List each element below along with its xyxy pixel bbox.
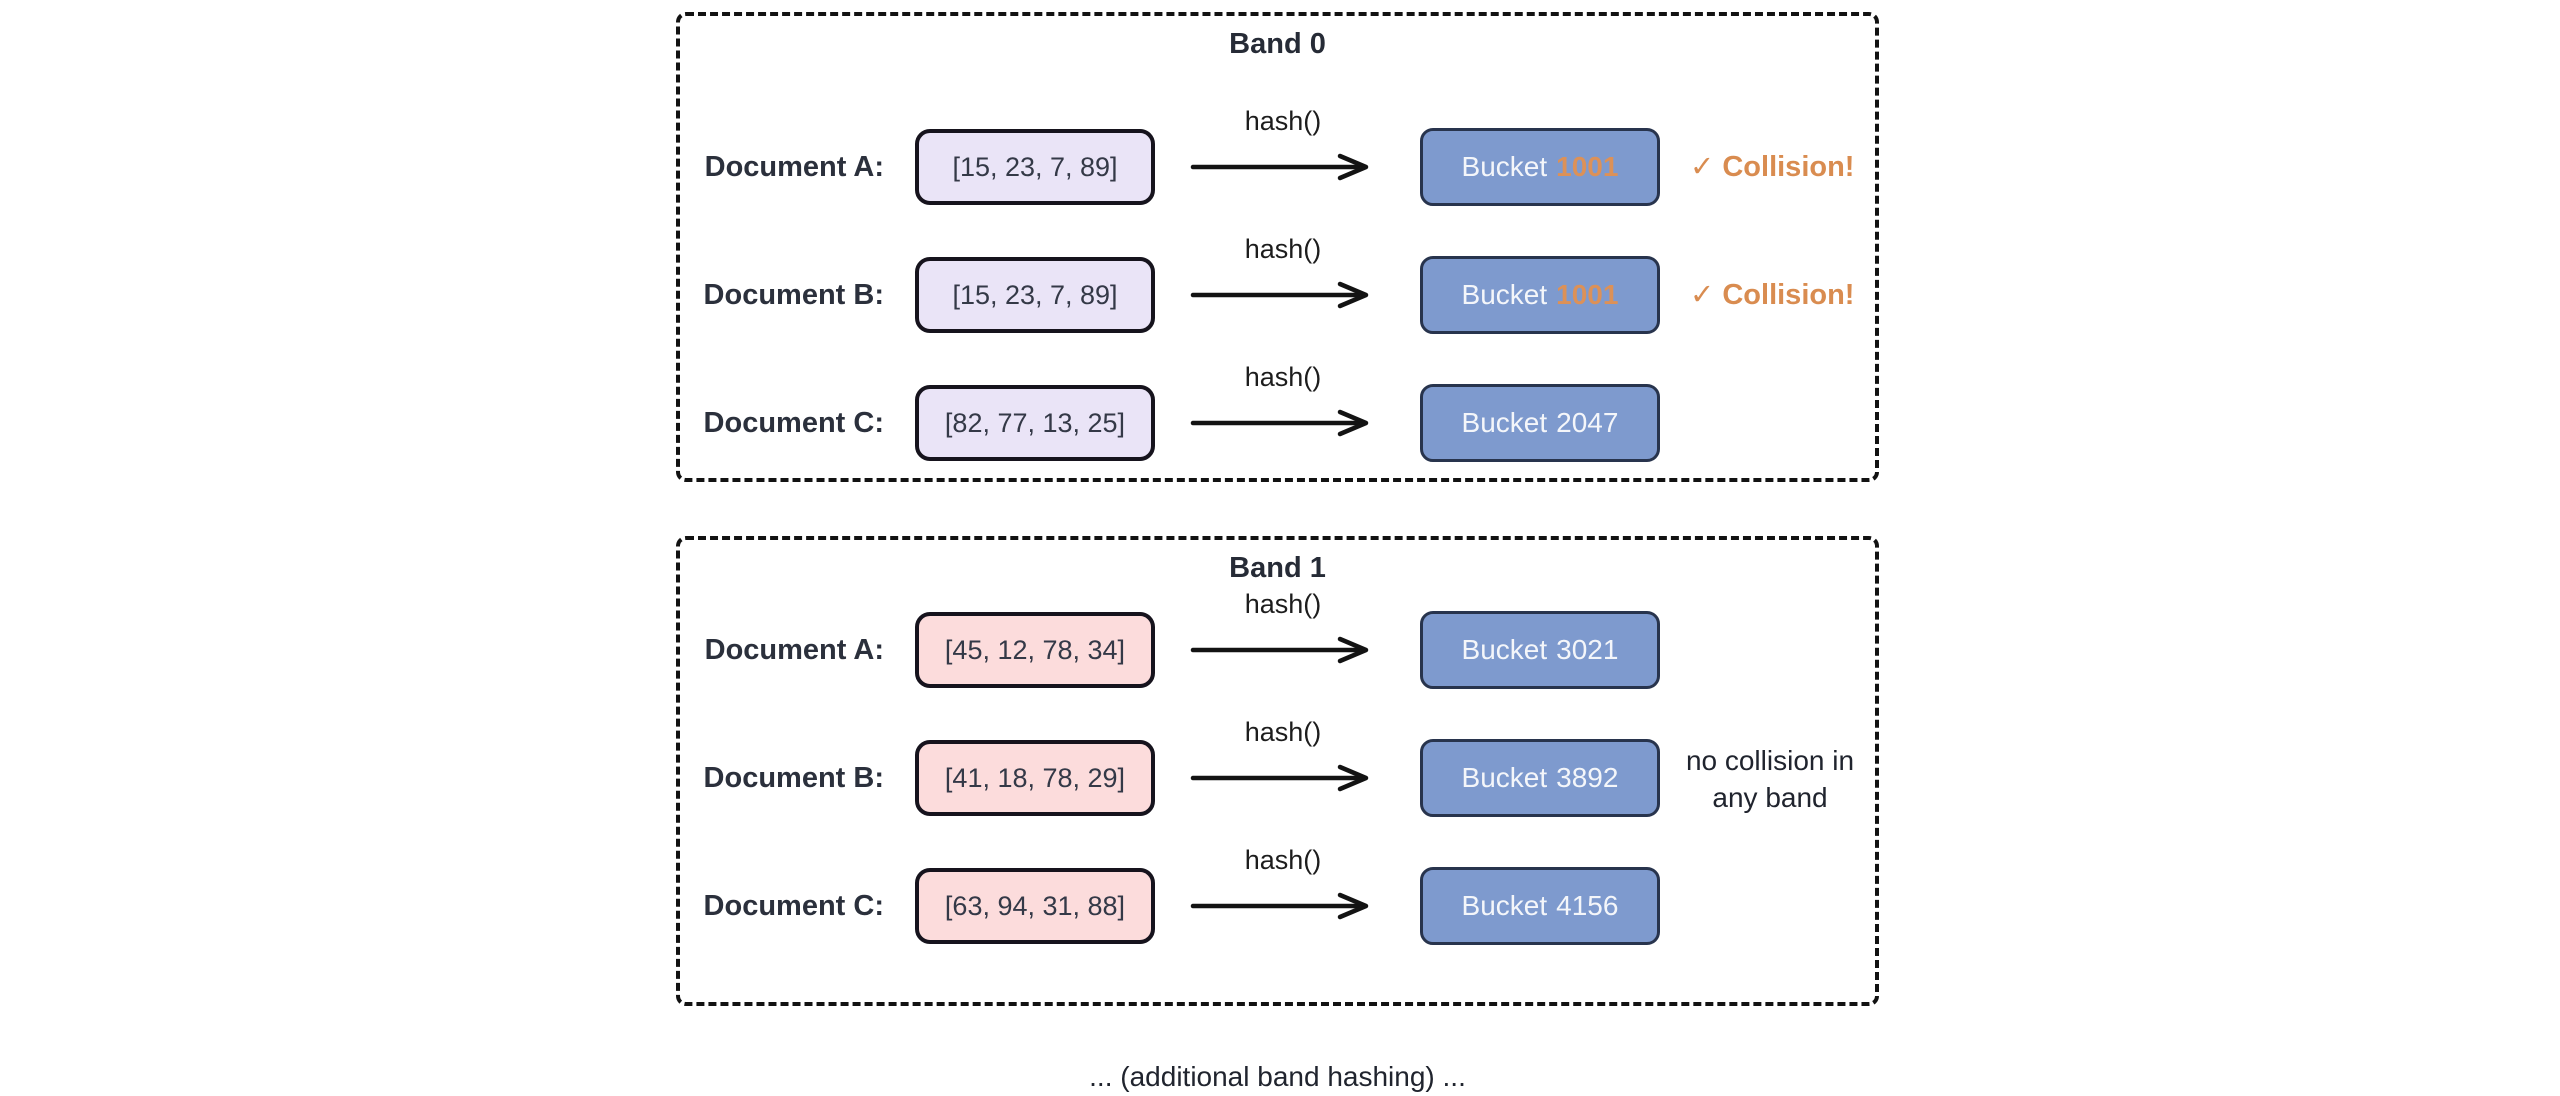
signature-box: [15, 23, 7, 89] (915, 257, 1155, 333)
no-collision-line-1: no collision in (1685, 745, 1855, 776)
band-1-row-document-b: Document B: [41, 18, 78, 29] hash() Buck… (0, 714, 2560, 842)
collision-badge: ✓ Collision! (1690, 151, 1855, 183)
signature-box: [63, 94, 31, 88] (915, 868, 1155, 944)
hash-function-label: hash() (1244, 845, 1322, 875)
band-1-row-document-a: Document A: [45, 12, 78, 34] hash() Buck… (0, 586, 2560, 714)
bucket-word: Bucket (1461, 762, 1548, 793)
hash-function-label: hash() (1244, 589, 1322, 619)
document-a-label: Document A: (704, 151, 884, 183)
arrow-icon (1190, 636, 1369, 664)
arrow-icon (1190, 153, 1369, 181)
bucket-word: Bucket (1461, 634, 1548, 665)
band-1-box (676, 536, 1879, 1006)
arrow-icon (1190, 764, 1369, 792)
band-0-row-document-b: Document B: [15, 23, 7, 89] hash() Bucke… (0, 231, 2560, 359)
bucket-box: Bucket 1001 (1420, 128, 1660, 206)
bucket-box: Bucket 2047 (1420, 384, 1660, 462)
no-collision-line-2: any band (1712, 782, 1828, 813)
bucket-number: 2047 (1556, 407, 1619, 438)
bucket-number: 3892 (1556, 762, 1619, 793)
band-0-row-document-a: Document A: [15, 23, 7, 89] hash() Bucke… (0, 103, 2560, 231)
band-1-row-document-c: Document C: [63, 94, 31, 88] hash() Buck… (0, 842, 2560, 970)
bucket-number: 4156 (1556, 890, 1619, 921)
bucket-box: Bucket 1001 (1420, 256, 1660, 334)
bucket-number: 3021 (1556, 634, 1619, 665)
additional-bands-caption: ... (additional band hashing) ... (1089, 1061, 1466, 1092)
document-b-label: Document B: (703, 762, 884, 794)
signature-box: [15, 23, 7, 89] (915, 129, 1155, 205)
document-c-label: Document C: (703, 407, 884, 439)
band-1-title: Band 1 (1229, 552, 1326, 584)
bucket-word: Bucket (1461, 151, 1548, 182)
signature-box: [45, 12, 78, 34] (915, 612, 1155, 688)
document-a-label: Document A: (704, 634, 884, 666)
no-collision-note: no collision in any band (1652, 742, 1888, 816)
arrow-icon (1190, 892, 1369, 920)
bucket-box: Bucket 3892 (1420, 739, 1660, 817)
bucket-number: 1001 (1556, 279, 1619, 310)
signature-box: [41, 18, 78, 29] (915, 740, 1155, 816)
arrow-icon (1190, 409, 1369, 437)
band-0-box (676, 12, 1879, 482)
hash-function-label: hash() (1244, 106, 1322, 136)
bucket-box: Bucket 3021 (1420, 611, 1660, 689)
document-c-label: Document C: (703, 890, 884, 922)
hash-function-label: hash() (1244, 234, 1322, 264)
document-b-label: Document B: (703, 279, 884, 311)
bucket-box: Bucket 4156 (1420, 867, 1660, 945)
signature-box: [82, 77, 13, 25] (915, 385, 1155, 461)
arrow-icon (1190, 281, 1369, 309)
collision-badge: ✓ Collision! (1690, 279, 1855, 311)
hash-function-label: hash() (1244, 717, 1322, 747)
bucket-number: 1001 (1556, 151, 1619, 182)
bucket-word: Bucket (1461, 407, 1548, 438)
bucket-word: Bucket (1461, 279, 1548, 310)
band-0-title: Band 0 (1229, 28, 1326, 60)
bucket-word: Bucket (1461, 890, 1548, 921)
hash-function-label: hash() (1244, 362, 1322, 392)
band-0-row-document-c: Document C: [82, 77, 13, 25] hash() Buck… (0, 359, 2560, 487)
